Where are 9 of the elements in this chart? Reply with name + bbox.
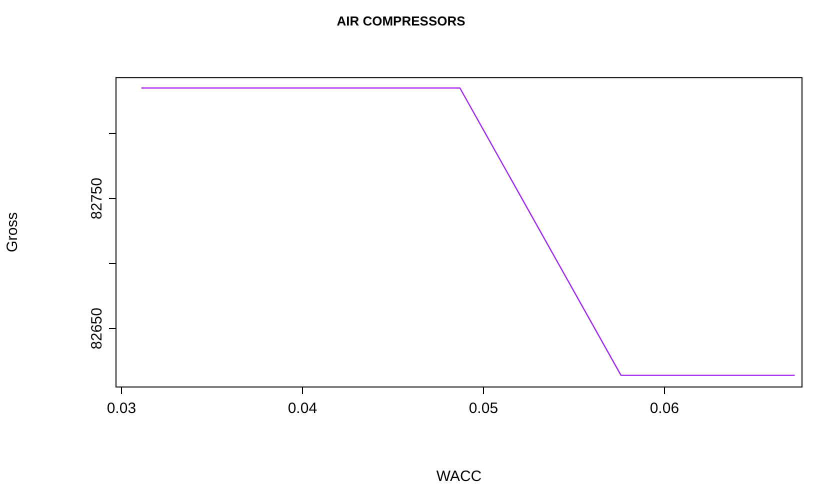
x-axis-title: WACC [436, 468, 482, 486]
y-tick-label: 82650 [88, 308, 106, 350]
x-tick-label: 0.03 [106, 400, 136, 418]
x-tick-label: 0.06 [650, 400, 680, 418]
chart-title: AIR COMPRESSORS [336, 13, 466, 28]
x-tick-label: 0.05 [468, 400, 498, 418]
x-tick-label: 0.04 [288, 400, 318, 418]
y-axis-title: Gross [4, 212, 22, 252]
y-tick-label: 82750 [88, 178, 106, 220]
